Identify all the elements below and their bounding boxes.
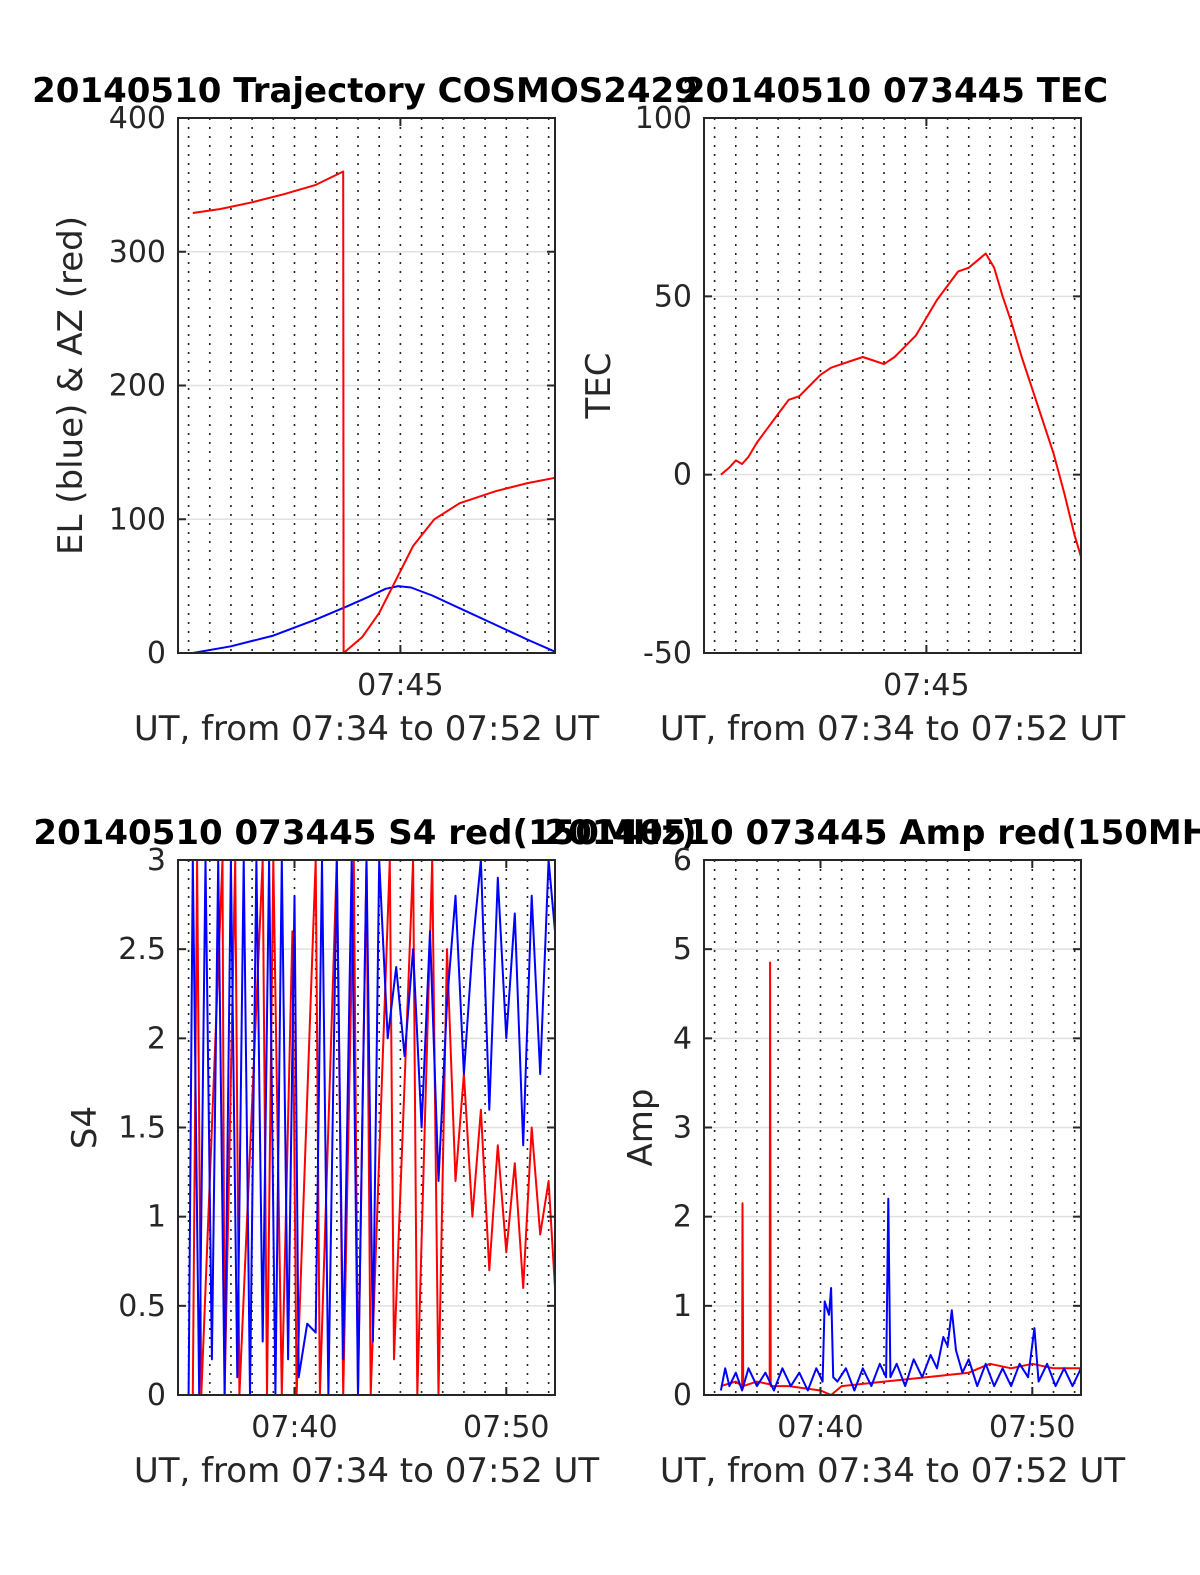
y-tick-label: 200: [109, 369, 166, 404]
panel-amp-ticks: 0 1 2 3 4 5 6 07:40 07:50: [673, 843, 1081, 1445]
y-tick-label: 6: [673, 843, 692, 878]
panel-tec-series: [720, 252, 1082, 557]
y-tick-label: 2: [673, 1200, 692, 1235]
panel-trajectory-ticks: 0 100 200 300 400 07:45: [109, 101, 555, 703]
x-tick-label: 07:50: [989, 1410, 1075, 1445]
x-tick-label: 07:45: [357, 668, 443, 703]
y-tick-label: 1: [673, 1289, 692, 1324]
y-tick-label: 2.5: [118, 932, 166, 967]
panel-trajectory-grid: [178, 117, 555, 654]
y-tick-label: 5: [673, 932, 692, 967]
panel-trajectory: 0 100 200 300 400 07:45 20140510 Trajectory C…: [32, 71, 698, 749]
panel-s4-title: 20140510 073445 S4 red(150MHz): [33, 813, 696, 853]
panel-s4-xlabel: UT, from 07:34 to 07:52 UT: [134, 1451, 600, 1491]
y-tick-label: 0.5: [118, 1289, 166, 1324]
y-tick-label: 0: [147, 1378, 166, 1413]
y-tick-label: 100: [109, 502, 166, 537]
y-tick-label: -50: [643, 636, 692, 671]
y-tick-label: 100: [635, 101, 692, 136]
series-line-red: [720, 252, 1082, 557]
panel-amp-title: 20140510 073445 Amp red(150MHz): [544, 813, 1200, 853]
series-line-red: [720, 961, 1081, 1396]
y-tick-label: 0: [673, 1378, 692, 1413]
panel-amp-ylabel: Amp: [621, 1089, 661, 1167]
x-tick-label: 07:40: [251, 1410, 337, 1445]
y-tick-label: 300: [109, 235, 166, 270]
x-tick-label: 07:50: [463, 1410, 549, 1445]
y-tick-label: 50: [654, 279, 692, 314]
panel-amp: 0 1 2 3 4 5 6 07:40 07:50 20140510 073445 Amp re…: [544, 813, 1200, 1491]
panel-amp-series: [719, 961, 1082, 1396]
y-tick-label: 3: [147, 843, 166, 878]
panel-tec-grid: [704, 117, 1081, 654]
x-tick-label: 07:45: [883, 668, 969, 703]
panel-s4-ylabel: S4: [65, 1106, 105, 1149]
panel-trajectory-xlabel: UT, from 07:34 to 07:52 UT: [134, 709, 600, 749]
panel-amp-xlabel: UT, from 07:34 to 07:52 UT: [660, 1451, 1126, 1491]
panel-tec-xlabel: UT, from 07:34 to 07:52 UT: [660, 709, 1126, 749]
series-line-blue: [719, 1197, 1082, 1392]
panel-trajectory-ylabel: EL (blue) & AZ (red): [51, 216, 91, 555]
y-tick-label: 1: [147, 1200, 166, 1235]
panel-tec: -50 0 50 100 07:45 20140510 073445 TEC UT, f…: [579, 71, 1125, 749]
y-tick-label: 400: [109, 101, 166, 136]
panel-s4: 0 0.5 1 1.5 2 2.5 3 07:40 07:50 20140510 073445 …: [33, 813, 696, 1491]
panel-tec-axes-box: [703, 117, 1082, 654]
x-tick-label: 07:40: [777, 1410, 863, 1445]
y-tick-label: 2: [147, 1021, 166, 1056]
panel-tec-title: 20140510 073445 TEC: [682, 71, 1108, 111]
y-tick-label: 3: [673, 1111, 692, 1146]
panel-amp-grid: [704, 859, 1081, 1396]
y-tick-label: 0: [673, 458, 692, 493]
panel-s4-ticks: 0 0.5 1 1.5 2 2.5 3 07:40 07:50: [118, 843, 555, 1445]
panel-tec-ylabel: TEC: [579, 353, 619, 420]
panel-tec-ticks: -50 0 50 100 07:45: [635, 101, 1081, 703]
y-tick-label: 1.5: [118, 1111, 166, 1146]
y-tick-label: 0: [147, 636, 166, 671]
y-tick-label: 4: [673, 1021, 692, 1056]
series-line-red: [192, 170, 556, 654]
panel-trajectory-title: 20140510 Trajectory COSMOS2429: [32, 71, 698, 111]
panel-trajectory-series: [192, 170, 556, 654]
